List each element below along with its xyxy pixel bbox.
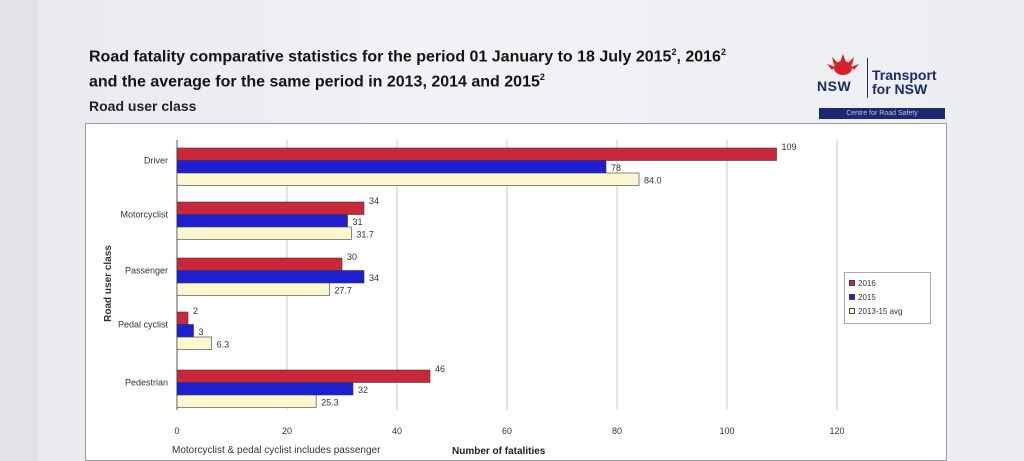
- logo-strip: Centre for Road Safety: [819, 108, 945, 119]
- x-tick-label: 120: [829, 426, 844, 436]
- page-title: Road fatality comparative statistics for…: [89, 47, 726, 91]
- bar: [176, 324, 194, 338]
- bar: [176, 369, 431, 383]
- data-label: 27.7: [334, 286, 352, 296]
- category-label: Pedal cyclist: [118, 320, 169, 330]
- category-label: Pedestrian: [125, 378, 168, 388]
- data-label: 84.0: [644, 176, 662, 186]
- legend-item-avg: 2013-15 avg: [849, 304, 926, 318]
- data-label: 32: [358, 385, 368, 395]
- data-label: 2: [193, 306, 198, 316]
- category-label: Driver: [144, 156, 168, 166]
- data-label: 31.7: [356, 230, 374, 240]
- y-axis-title: Road user class: [102, 245, 114, 322]
- bar: [176, 147, 777, 161]
- nsw-wordmark: NSW: [817, 78, 852, 94]
- transport-nsw-logo: NSW Transport for NSW Centre for Road Saf…: [815, 52, 955, 124]
- waratah-icon: [827, 54, 859, 75]
- bar: [176, 311, 189, 325]
- data-label: 25.3: [321, 398, 339, 408]
- x-tick-label: 20: [282, 426, 292, 436]
- chart-legend: 2016 2015 2013-15 avg: [844, 272, 931, 324]
- bar: [176, 214, 348, 228]
- bar: [176, 257, 343, 271]
- section-subtitle: Road user class: [89, 98, 197, 114]
- transport-wordmark: Transport for NSW: [872, 67, 937, 97]
- legend-swatch: [849, 280, 855, 286]
- data-label: 3: [199, 327, 204, 337]
- bar: [176, 382, 354, 396]
- x-axis-title: Number of fatalities: [452, 446, 546, 457]
- bar: [176, 172, 640, 186]
- x-tick-label: 40: [392, 426, 402, 436]
- legend-item-2016: 2016: [849, 276, 926, 290]
- data-label: 78: [611, 163, 621, 173]
- data-label: 30: [347, 252, 357, 262]
- data-label: 31: [353, 217, 363, 227]
- bar: [176, 282, 330, 296]
- legend-swatch: [849, 294, 855, 300]
- x-tick-label: 100: [719, 426, 734, 436]
- data-label: 34: [369, 273, 379, 283]
- chart-footnote: Motorcyclist & pedal cyclist includes pa…: [172, 445, 381, 456]
- bar: [176, 336, 212, 350]
- bar: [176, 201, 365, 215]
- data-label: 6.3: [217, 340, 230, 350]
- bar: [176, 160, 607, 174]
- data-label: 34: [369, 196, 379, 206]
- x-tick-label: 0: [174, 426, 179, 436]
- bar: [176, 226, 352, 240]
- bar: [176, 394, 317, 408]
- legend-swatch: [849, 308, 855, 314]
- category-label: Motorcyclist: [120, 210, 168, 220]
- logo-divider: [867, 58, 868, 98]
- data-label: 46: [435, 364, 445, 374]
- bar: [176, 270, 365, 284]
- x-tick-label: 80: [612, 426, 622, 436]
- category-label: Passenger: [125, 266, 168, 276]
- legend-item-2015: 2015: [849, 290, 926, 304]
- data-label: 109: [782, 142, 797, 152]
- x-tick-label: 60: [502, 426, 512, 436]
